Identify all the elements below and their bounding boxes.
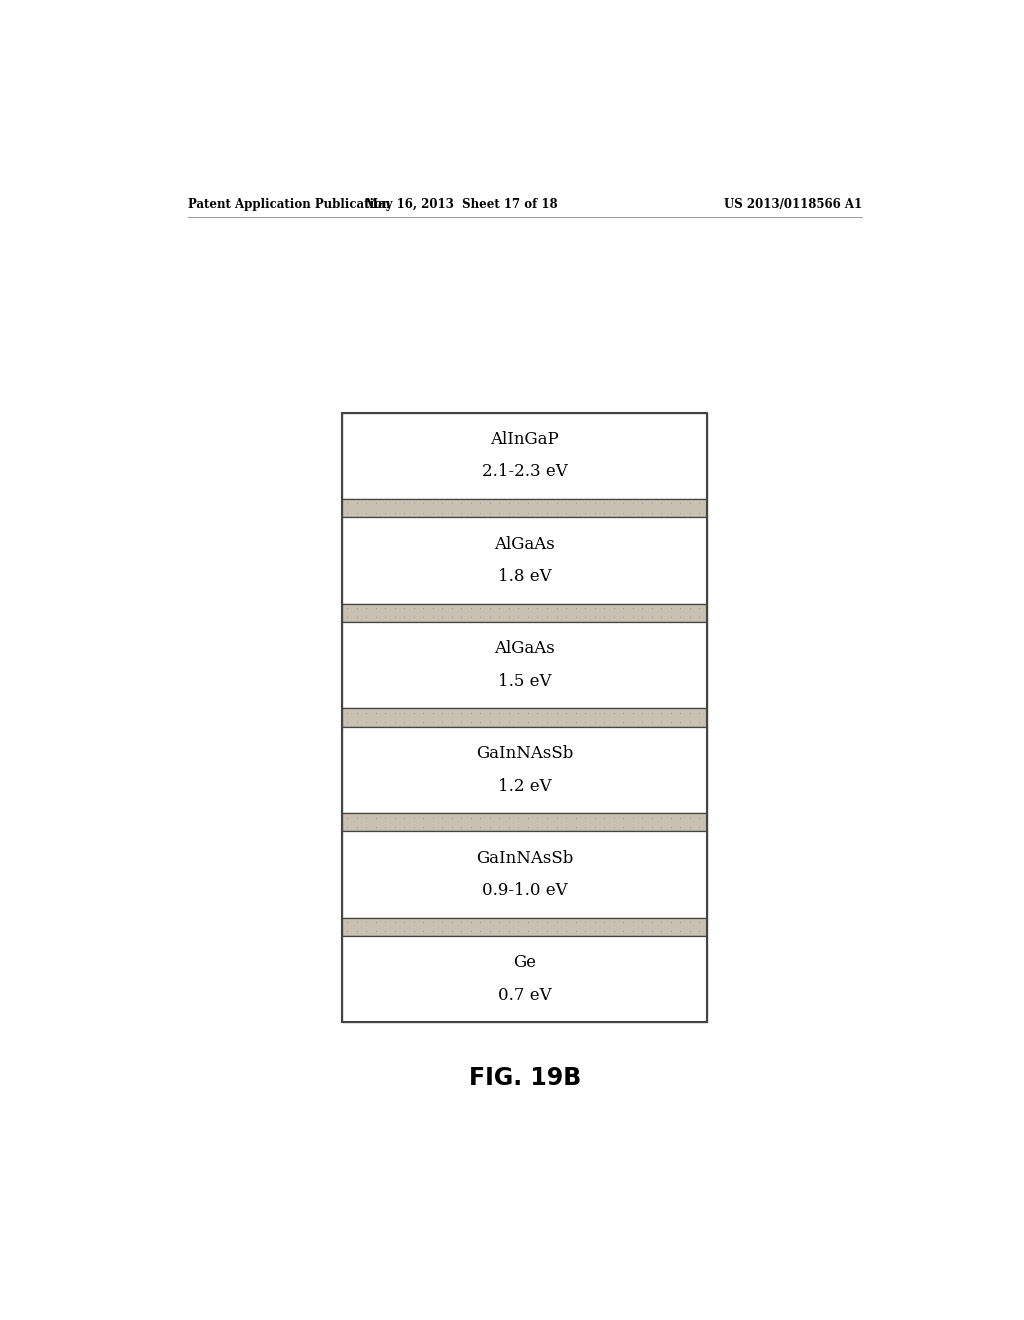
Text: 0.7 eV: 0.7 eV (498, 987, 552, 1005)
Bar (342, 413, 708, 1022)
Bar (342, 936, 708, 1022)
Bar (342, 517, 708, 603)
Text: Ge: Ge (513, 954, 537, 972)
Bar (342, 709, 708, 726)
Text: GaInNAsSb: GaInNAsSb (476, 850, 573, 867)
Bar (342, 832, 708, 917)
Text: May 16, 2013  Sheet 17 of 18: May 16, 2013 Sheet 17 of 18 (365, 198, 558, 211)
Text: 2.1-2.3 eV: 2.1-2.3 eV (482, 463, 567, 480)
Text: Patent Application Publication: Patent Application Publication (187, 198, 390, 211)
Text: AlGaAs: AlGaAs (495, 536, 555, 553)
Text: 0.9-1.0 eV: 0.9-1.0 eV (482, 882, 567, 899)
Text: AlInGaP: AlInGaP (490, 430, 559, 447)
Bar (342, 917, 708, 936)
Text: AlGaAs: AlGaAs (495, 640, 555, 657)
Bar (342, 499, 708, 517)
Bar (342, 813, 708, 832)
Text: FIG. 19B: FIG. 19B (469, 1067, 581, 1090)
Text: US 2013/0118566 A1: US 2013/0118566 A1 (724, 198, 862, 211)
Bar (342, 412, 708, 499)
Text: 1.2 eV: 1.2 eV (498, 777, 552, 795)
Bar (342, 622, 708, 709)
Bar (342, 726, 708, 813)
Bar (342, 603, 708, 622)
Text: GaInNAsSb: GaInNAsSb (476, 744, 573, 762)
Text: 1.8 eV: 1.8 eV (498, 568, 552, 585)
Text: 1.5 eV: 1.5 eV (498, 673, 552, 690)
